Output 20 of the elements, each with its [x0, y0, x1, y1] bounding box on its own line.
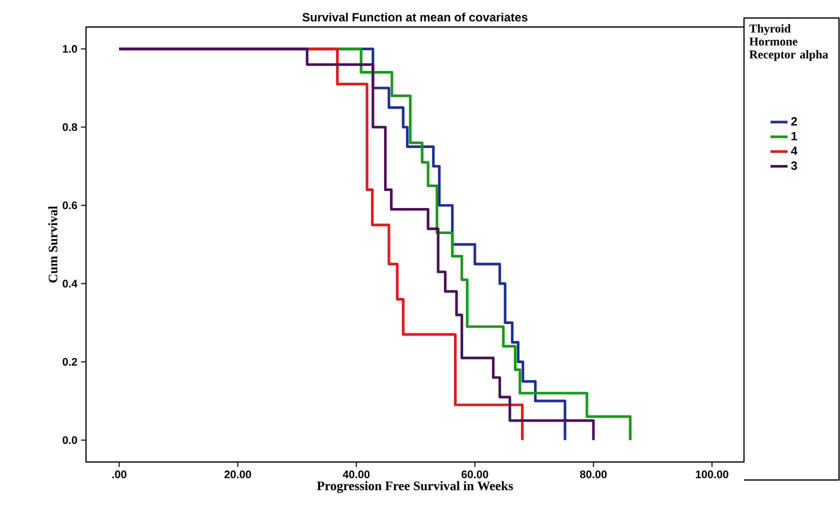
- x-tick-label: 40.00: [342, 470, 370, 478]
- x-axis-title: Progression Free Survival in Weeks: [317, 481, 513, 493]
- x-tick-label: 60.00: [462, 470, 488, 478]
- y-axis-title: Cum Survival: [48, 206, 58, 283]
- x-tick-label: .00: [112, 470, 126, 478]
- legend-label: 4: [790, 146, 798, 155]
- x-tick-label: 100.00: [696, 470, 728, 478]
- y-tick-label: 0.6: [62, 202, 78, 210]
- legend-title: Thyroid Hormone Receptor alpha: [749, 24, 828, 61]
- legend-label: 2: [791, 117, 797, 126]
- y-tick-label: 0.2: [62, 358, 78, 366]
- legend-label: 3: [791, 161, 798, 170]
- y-tick-label: 1.0: [62, 45, 78, 53]
- y-tick-label: 0.4: [62, 280, 78, 288]
- chart-title: Survival Function at mean of covariates: [302, 12, 528, 22]
- legend-label: 1: [792, 132, 798, 140]
- y-tick-label: 0.8: [62, 123, 78, 132]
- x-tick-label: 20.00: [224, 470, 252, 478]
- x-tick-label: 80.00: [580, 470, 607, 478]
- y-tick-label: 0.0: [62, 436, 78, 444]
